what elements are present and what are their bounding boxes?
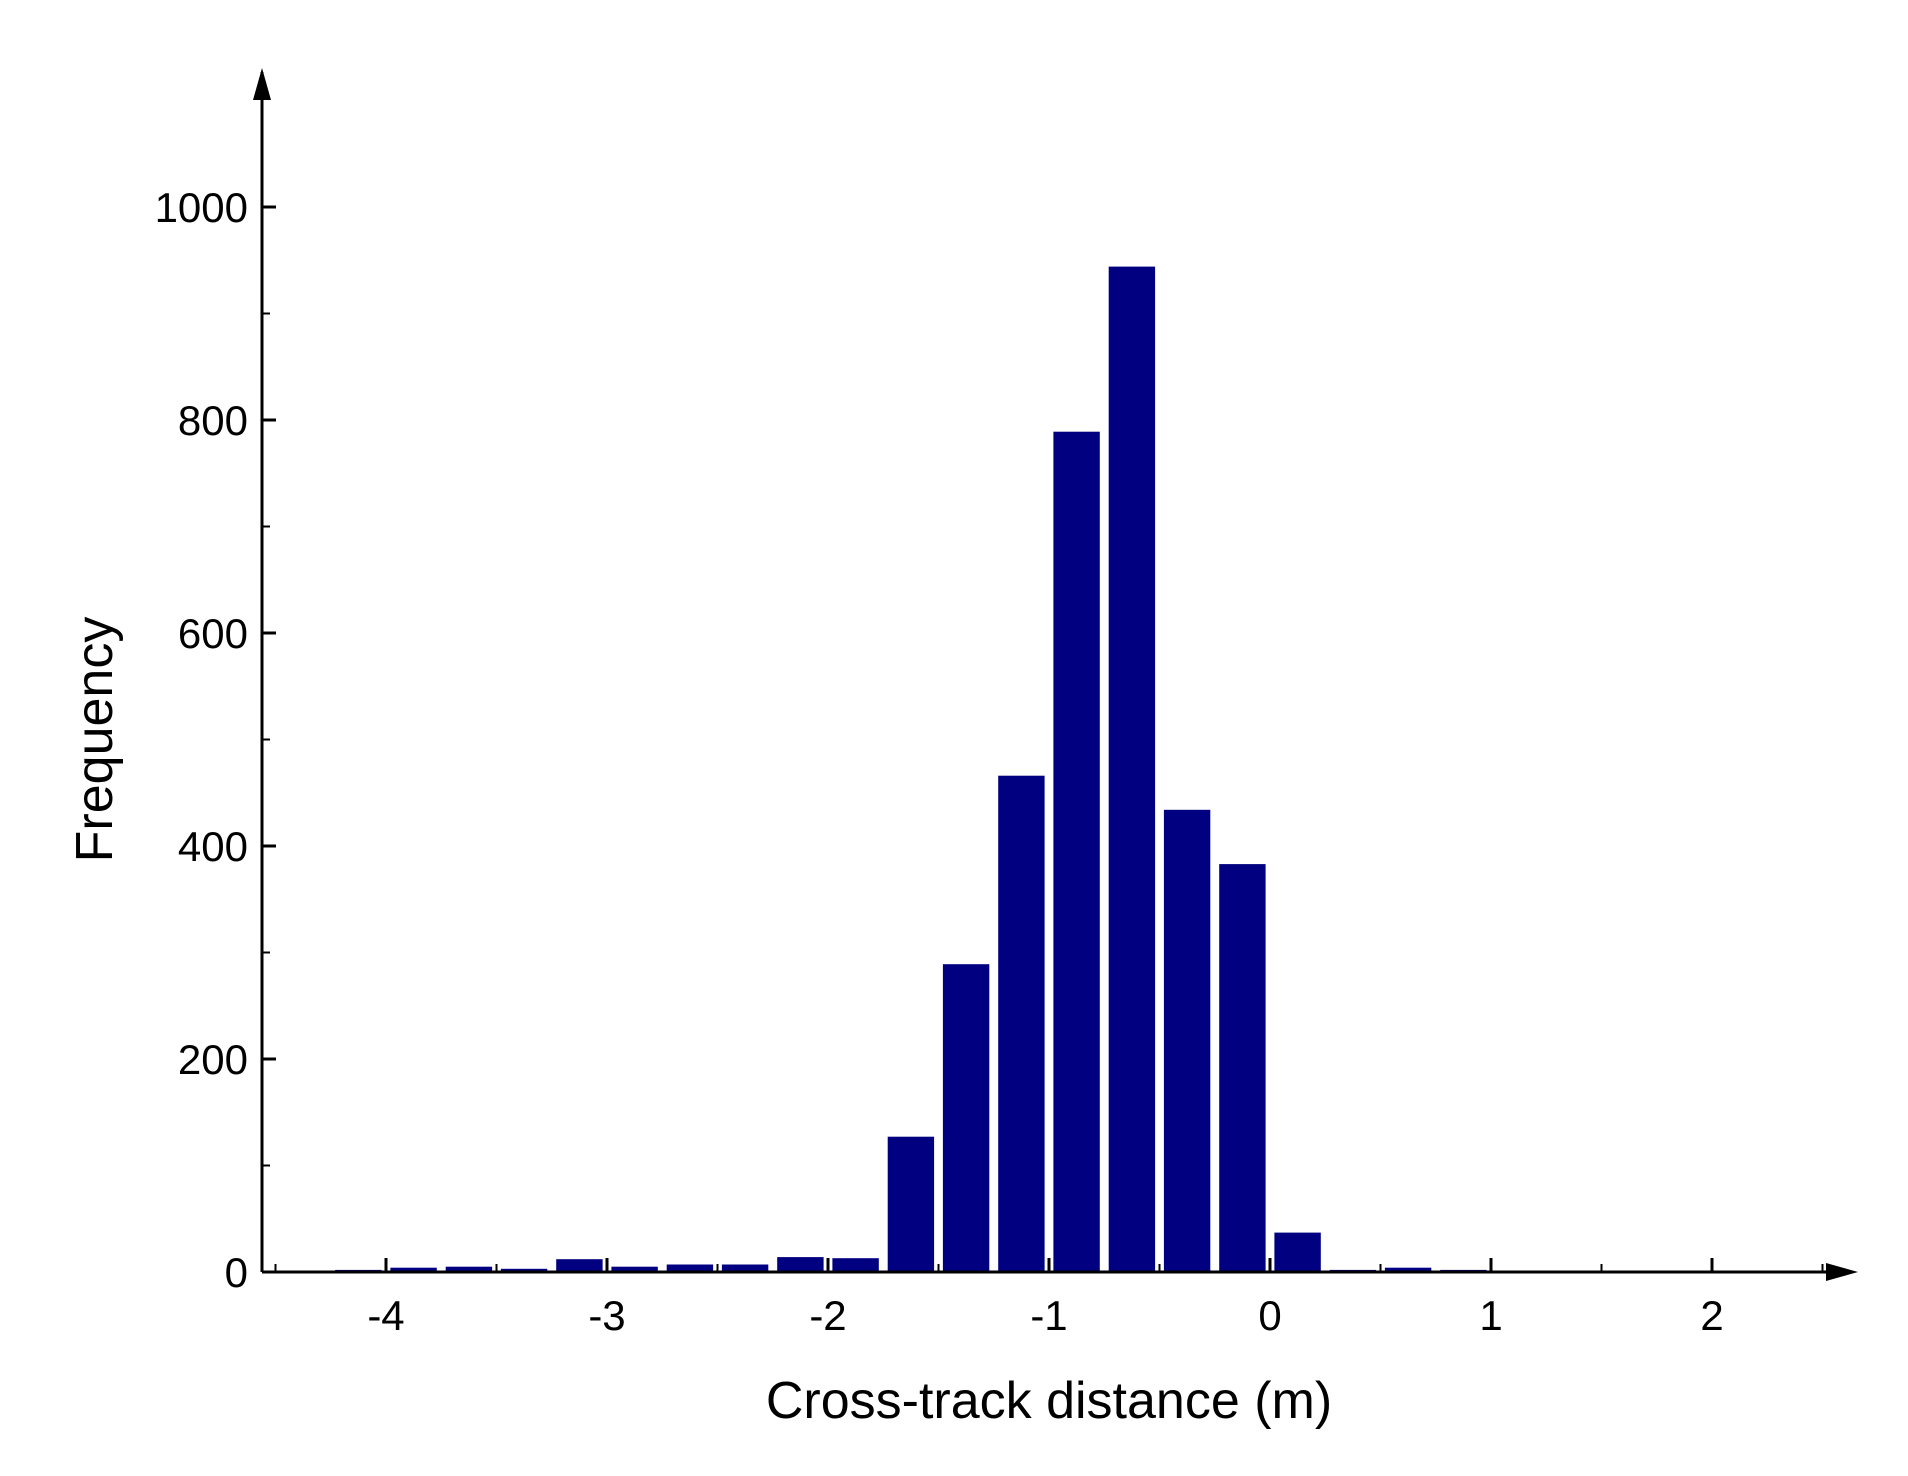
histogram-bar [556,1259,603,1272]
y-tick-label: 0 [225,1249,248,1296]
ticks: -4 -3 -2 -1 0 1 2 0 200 400 600 800 1000 [155,184,1824,1339]
x-axis-title: Cross-track distance (m) [766,1372,1332,1430]
histogram-bar [832,1258,879,1272]
x-tick-label: -4 [367,1292,404,1339]
y-tick-label: 400 [178,823,248,870]
histogram-bar [611,1266,658,1272]
histogram-bar [1163,809,1211,1272]
histogram-bar [998,775,1045,1272]
y-axis-arrow [253,68,271,100]
histogram-bar [1053,431,1100,1272]
y-axis-title: Frequency [66,617,124,863]
histogram-bar [1219,864,1266,1272]
x-tick-label: 1 [1479,1292,1502,1339]
histogram-bar [1274,1232,1321,1272]
axes [253,68,1858,1281]
y-tick-label: 600 [178,610,248,657]
x-tick-label: 0 [1258,1292,1281,1339]
histogram-bar [942,964,990,1272]
histogram-bar [777,1257,824,1272]
histogram-bar [887,1136,935,1272]
x-tick-label: 2 [1700,1292,1723,1339]
x-tick-label: -3 [588,1292,625,1339]
y-tick-label: 1000 [155,184,248,231]
bars [279,266,1819,1273]
histogram-bar [445,1266,493,1272]
x-tick-label: -1 [1030,1292,1067,1339]
x-axis-arrow [1826,1263,1858,1281]
histogram-bar [721,1264,769,1272]
histogram-bar [1384,1267,1432,1272]
x-tick-label: -2 [809,1292,846,1339]
y-tick-label: 800 [178,397,248,444]
histogram-bar [666,1264,714,1272]
histogram-bar [500,1268,548,1272]
histogram-bar [390,1267,437,1272]
histogram-bar [1108,266,1156,1273]
y-tick-label: 200 [178,1036,248,1083]
